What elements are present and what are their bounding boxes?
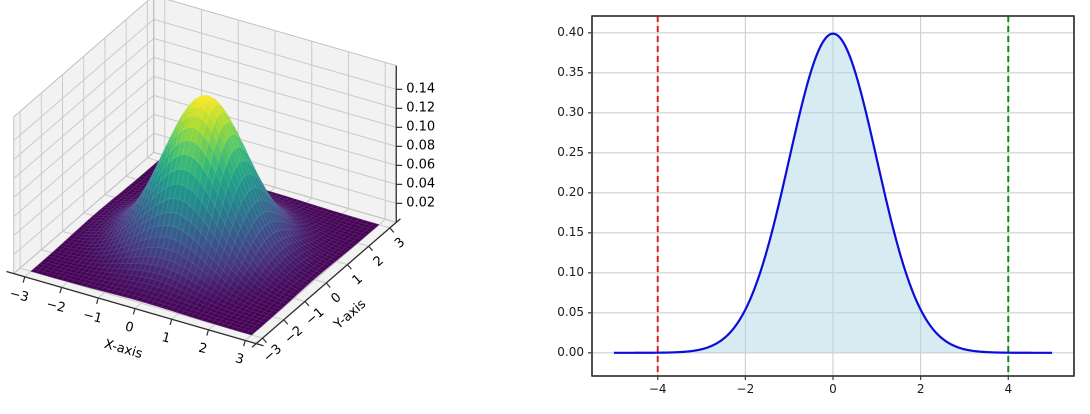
normal-pdf-figure: [545, 0, 1090, 414]
surface-plot-figure: [0, 0, 545, 414]
surface-plot-canvas: [0, 0, 545, 414]
normal-pdf-canvas: [545, 0, 1090, 414]
